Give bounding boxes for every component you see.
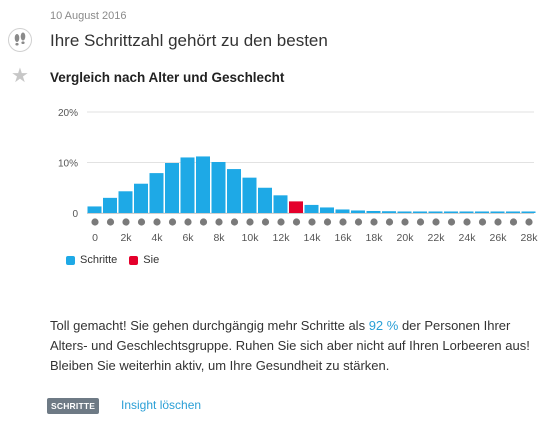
x-axis-dot xyxy=(370,218,378,226)
histogram-bar xyxy=(258,187,272,213)
footsteps-icon xyxy=(8,28,32,52)
x-tick-label: 22k xyxy=(428,232,446,244)
message-text-after: der Personen Ihrer Alters- und Geschlech… xyxy=(50,318,530,373)
x-tick-label: 24k xyxy=(459,232,477,244)
x-axis-dot xyxy=(91,218,99,226)
insight-message: Toll gemacht! Sie gehen durchgängig mehr… xyxy=(50,316,545,376)
histogram-bar xyxy=(103,197,117,213)
y-tick-label: 10% xyxy=(58,159,78,170)
star-icon[interactable]: ★ xyxy=(11,65,29,87)
x-axis-dot xyxy=(292,218,301,226)
histogram-bar xyxy=(521,211,536,213)
histogram-bar xyxy=(444,211,458,213)
x-axis-dot xyxy=(339,218,347,226)
x-axis-dot xyxy=(137,218,146,226)
x-tick-label: 20k xyxy=(397,232,415,244)
histogram-bar xyxy=(165,163,179,213)
x-axis-dot xyxy=(354,218,363,226)
x-axis-dot xyxy=(106,218,115,226)
x-tick-label: 14k xyxy=(304,232,322,244)
histogram-bar xyxy=(87,206,102,213)
histogram-bar xyxy=(397,211,412,213)
x-tick-label: 10k xyxy=(242,232,260,244)
histogram-bar xyxy=(118,191,133,213)
y-tick-label: 20% xyxy=(58,108,78,119)
x-axis-dot xyxy=(215,218,223,226)
x-tick-label: 16k xyxy=(335,232,353,244)
x-axis-dot xyxy=(478,218,487,226)
y-tick-label: 0 xyxy=(72,209,78,220)
histogram-bar xyxy=(149,173,164,213)
x-axis-dot xyxy=(509,218,518,226)
chart-legend: Schritte Sie xyxy=(66,254,171,266)
histogram-bar xyxy=(180,157,195,213)
x-axis-dot xyxy=(246,218,254,226)
histogram-bar xyxy=(475,211,489,213)
step-distribution-chart: 0 10% 20% 0 2k 4k 6k 8k 10k 12k 14k 16k 18k 20k 22k 24k… xyxy=(58,108,539,244)
histogram-bar xyxy=(382,211,396,213)
x-tick-label: 0 xyxy=(92,232,98,244)
x-axis-dot xyxy=(230,218,239,226)
x-axis-dot xyxy=(168,218,177,226)
histogram-bar xyxy=(335,209,350,213)
histogram-bar xyxy=(459,211,474,213)
x-axis-dot xyxy=(401,218,409,226)
histogram-bar xyxy=(134,183,148,213)
histogram-bar xyxy=(273,195,288,213)
insight-date: 10 August 2016 xyxy=(50,10,127,22)
x-axis-dot xyxy=(323,218,332,226)
x-axis-dot xyxy=(199,218,208,226)
histogram-bar xyxy=(506,211,520,213)
legend-swatch-you xyxy=(129,255,139,265)
legend-swatch-steps xyxy=(66,255,75,265)
histogram-bar xyxy=(320,207,334,213)
histogram-bar xyxy=(428,211,443,213)
delete-insight-link[interactable]: Insight löschen xyxy=(121,398,202,412)
histogram-bar xyxy=(242,177,257,213)
histogram-bar xyxy=(413,211,427,213)
x-axis-dot xyxy=(122,218,130,226)
histogram-bar xyxy=(366,210,381,213)
histogram-bar xyxy=(227,169,241,213)
x-axis-dot xyxy=(447,218,456,226)
legend-label-you: Sie xyxy=(143,254,160,266)
x-tick-label: 28k xyxy=(521,232,539,244)
x-tick-label: 4k xyxy=(151,232,163,244)
x-axis-dot xyxy=(277,218,285,226)
histogram-bar xyxy=(289,201,303,213)
x-axis-dot xyxy=(153,218,161,226)
x-tick-label: 2k xyxy=(120,232,132,244)
legend-label-steps: Schritte xyxy=(80,254,118,266)
legend-item-you: Sie xyxy=(129,254,159,266)
message-text-before: Toll gemacht! Sie gehen durchgängig mehr… xyxy=(50,318,369,333)
x-axis-dot xyxy=(525,218,533,226)
insight-headline: Ihre Schrittzahl gehört zu den besten xyxy=(50,31,328,50)
x-axis-dot xyxy=(308,218,316,226)
x-axis-dot xyxy=(184,218,192,226)
x-tick-label: 12k xyxy=(273,232,291,244)
legend-item-steps: Schritte xyxy=(66,254,117,266)
histogram-bar xyxy=(351,210,365,213)
x-axis-dot xyxy=(432,218,440,226)
histogram-bar xyxy=(490,211,505,213)
x-axis-dot xyxy=(494,218,502,226)
x-tick-label: 6k xyxy=(182,232,194,244)
percent-highlight: 92 % xyxy=(368,318,399,333)
category-tag: SCHRITTE xyxy=(47,398,100,414)
x-tick-label: 18k xyxy=(366,232,384,244)
x-axis-dot xyxy=(463,218,471,226)
histogram-bar xyxy=(196,156,210,213)
x-tick-label: 8k xyxy=(213,232,225,244)
x-axis-dot xyxy=(416,218,425,226)
x-tick-label: 26k xyxy=(490,232,508,244)
x-axis-dot xyxy=(385,218,394,226)
histogram-bar xyxy=(304,204,319,213)
chart-title: Vergleich nach Alter und Geschlecht xyxy=(50,70,285,85)
histogram-bar xyxy=(211,161,226,213)
x-axis-dot xyxy=(261,218,270,226)
